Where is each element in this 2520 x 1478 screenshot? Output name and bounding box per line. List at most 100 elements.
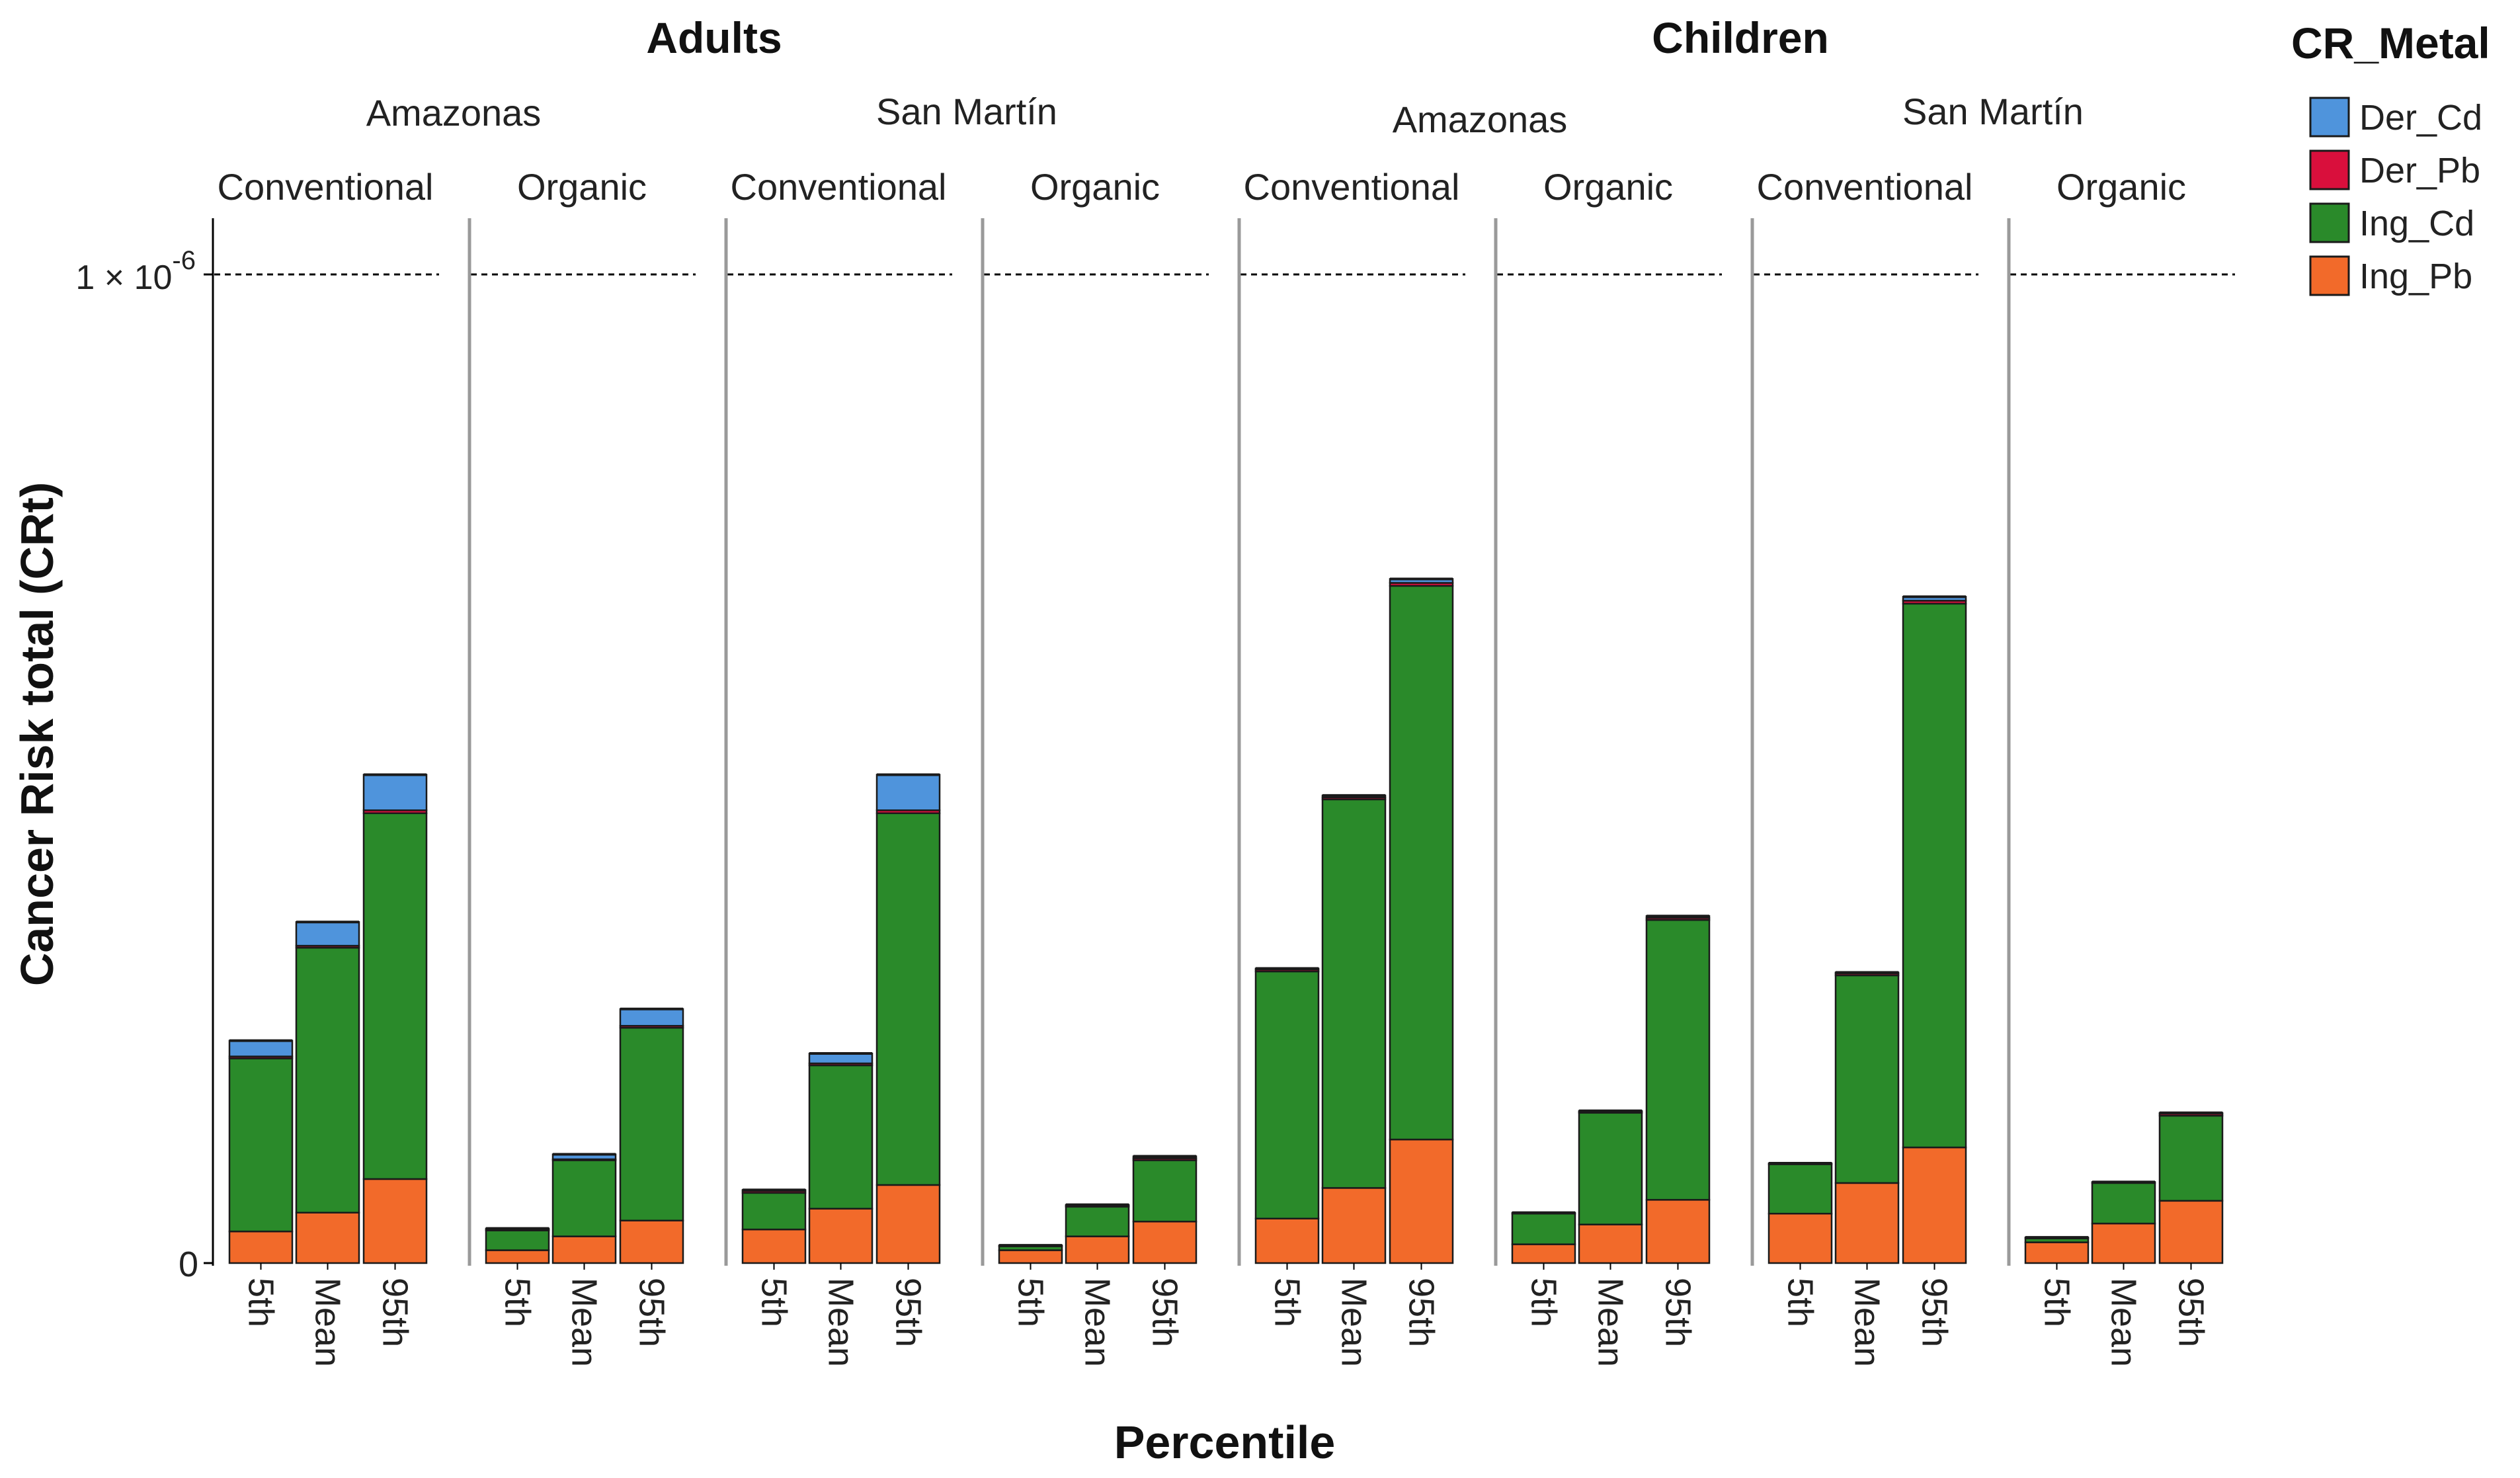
bar-ing-pb (1511, 1243, 1576, 1264)
legend-title: CR_Metal (2291, 19, 2490, 67)
x-tick-label: 95th (632, 1278, 672, 1347)
legend-swatch (2309, 202, 2350, 243)
y-tick-label: 1 × 10-6 (75, 246, 196, 297)
y-tick-label: 0 (179, 1245, 198, 1284)
bar-ing-cd (1389, 585, 1454, 1141)
x-tick-label: Mean (2104, 1278, 2144, 1367)
x-tick-label: 5th (241, 1278, 281, 1327)
facet-farming-label: Conventional (1757, 166, 1973, 208)
bar-ing-pb (1768, 1213, 1833, 1264)
facet-farming-label: Conventional (731, 166, 947, 208)
bar-ing-cd (2091, 1182, 2156, 1225)
x-tick-label: Mean (1848, 1278, 1887, 1367)
bar-ing-pb (998, 1249, 1063, 1264)
bar-ing-cd (808, 1064, 874, 1210)
bar-ing-pb (1132, 1220, 1198, 1264)
bar-ing-cd (1645, 919, 1711, 1201)
x-tick-label: 5th (754, 1278, 794, 1327)
bar-ing-pb (1321, 1187, 1387, 1264)
bar-ing-cd (1511, 1213, 1576, 1245)
facet-region-label: Amazonas (366, 92, 542, 134)
facet-group-title: Children (1652, 13, 1829, 62)
legend-swatch (2309, 255, 2350, 296)
facet-farming-label: Organic (517, 166, 647, 208)
x-tick-label: Mean (821, 1278, 861, 1367)
bar-der-cd (295, 921, 360, 947)
bar-ing-pb (875, 1184, 941, 1264)
x-tick-label: 5th (498, 1278, 538, 1327)
bar-ing-pb (1389, 1138, 1454, 1264)
bar-ing-pb (2158, 1200, 2224, 1264)
x-tick-label: Mean (565, 1278, 604, 1367)
x-tick-label: 95th (1658, 1278, 1698, 1347)
facet-farming-label: Organic (2056, 166, 2186, 208)
bar-ing-pb (1834, 1182, 1900, 1264)
bar-der-cd (808, 1052, 874, 1065)
bar-ing-pb (2024, 1241, 2090, 1264)
legend-swatch (2309, 149, 2350, 190)
bar-ing-cd (485, 1229, 550, 1251)
bar-der-cd (875, 774, 941, 811)
bar-ing-cd (1132, 1159, 1198, 1223)
x-tick-label: 5th (1524, 1278, 1564, 1327)
x-tick-label: Mean (1591, 1278, 1631, 1367)
y-axis-title: Cancer Risk total (CRt) (11, 482, 63, 986)
facet-farming-label: Conventional (1244, 166, 1460, 208)
bar-ing-cd (2158, 1114, 2224, 1202)
bar-ing-cd (741, 1192, 807, 1231)
x-tick-label: 95th (1145, 1278, 1185, 1347)
bar-ing-cd (875, 812, 941, 1186)
x-tick-label: Mean (308, 1278, 348, 1367)
x-tick-label: 5th (1268, 1278, 1307, 1327)
bar-ing-pb (808, 1208, 874, 1264)
bar-ing-cd (1768, 1163, 1833, 1215)
legend-label: Der_Pb (2359, 151, 2480, 190)
bar-ing-cd (1065, 1206, 1130, 1237)
x-axis-title: Percentile (1114, 1416, 1336, 1468)
facet-group-title: Adults (646, 13, 782, 62)
x-tick-label: 5th (1781, 1278, 1820, 1327)
bar-ing-cd (1254, 970, 1320, 1219)
x-tick-label: 95th (2172, 1278, 2211, 1347)
x-tick-label: 5th (1011, 1278, 1051, 1327)
bar-ing-cd (228, 1057, 294, 1233)
bar-der-cd (619, 1008, 684, 1027)
x-tick-label: 95th (1915, 1278, 1955, 1347)
facet-region-label: San Martín (1902, 91, 2084, 132)
bar-ing-pb (619, 1219, 684, 1264)
bar-ing-pb (1065, 1235, 1130, 1264)
legend-label: Der_Cd (2359, 98, 2482, 138)
x-tick-label: 95th (889, 1278, 928, 1347)
bar-ing-pb (228, 1230, 294, 1264)
bar-ing-pb (2091, 1222, 2156, 1264)
facet-region-label: San Martín (876, 91, 1057, 132)
bar-ing-cd (551, 1159, 617, 1237)
bar-ing-pb (1254, 1217, 1320, 1264)
bar-der-cd (228, 1040, 294, 1057)
bar-ing-pb (1578, 1223, 1643, 1264)
y-tick-label-base: 1 × 10 (75, 259, 172, 297)
bar-ing-pb (362, 1178, 428, 1264)
facet-region-label: Amazonas (1393, 99, 1568, 140)
bar-ing-pb (741, 1228, 807, 1264)
legend-label: Ing_Pb (2359, 257, 2472, 296)
legend-swatch (2309, 97, 2350, 138)
x-tick-label: 95th (1402, 1278, 1442, 1347)
bar-ing-pb (551, 1235, 617, 1264)
y-tick-label-exponent: -6 (172, 246, 196, 275)
facet-farming-label: Organic (1030, 166, 1160, 208)
bar-ing-pb (1902, 1146, 1967, 1264)
bar-ing-pb (485, 1249, 550, 1264)
bar-ing-cd (295, 946, 360, 1214)
bar-ing-cd (362, 812, 428, 1180)
bar-der-cd (362, 774, 428, 811)
bar-ing-cd (619, 1026, 684, 1221)
bar-ing-pb (295, 1211, 360, 1264)
bar-ing-cd (1834, 974, 1900, 1184)
bar-ing-pb (1645, 1199, 1711, 1264)
x-tick-label: 5th (2037, 1278, 2077, 1327)
bar-ing-cd (1578, 1112, 1643, 1225)
bar-ing-cd (1321, 798, 1387, 1189)
